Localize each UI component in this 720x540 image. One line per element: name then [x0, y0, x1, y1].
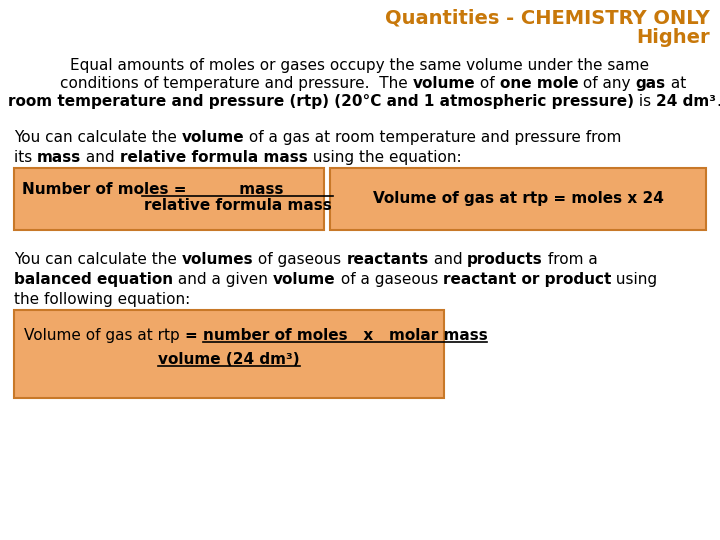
Text: conditions of temperature and pressure.  The: conditions of temperature and pressure. …	[60, 76, 413, 91]
Text: gas: gas	[636, 76, 666, 91]
Text: one mole: one mole	[500, 76, 578, 91]
Text: of gaseous: of gaseous	[253, 252, 346, 267]
Text: at: at	[666, 76, 686, 91]
Text: Quantities - CHEMISTRY ONLY: Quantities - CHEMISTRY ONLY	[385, 8, 710, 27]
Text: and: and	[81, 150, 120, 165]
Text: volume: volume	[181, 130, 244, 145]
Text: using: using	[611, 272, 657, 287]
Text: volume: volume	[413, 76, 475, 91]
Text: from a: from a	[543, 252, 598, 267]
Text: volumes: volumes	[181, 252, 253, 267]
Text: mass: mass	[37, 150, 81, 165]
Text: Volume of gas at rtp: Volume of gas at rtp	[24, 328, 184, 343]
FancyBboxPatch shape	[14, 168, 324, 230]
Text: relative formula mass: relative formula mass	[120, 150, 307, 165]
Text: 24 dm³: 24 dm³	[656, 94, 716, 109]
Text: reactant or product: reactant or product	[443, 272, 611, 287]
Text: is: is	[634, 94, 656, 109]
Text: and a given: and a given	[173, 272, 273, 287]
FancyBboxPatch shape	[330, 168, 706, 230]
Text: room temperature and pressure (rtp) (20°C and 1 atmospheric pressure): room temperature and pressure (rtp) (20°…	[8, 94, 634, 109]
Text: volume: volume	[273, 272, 336, 287]
Text: the following equation:: the following equation:	[14, 292, 190, 307]
Text: .: .	[716, 94, 720, 109]
Text: and: and	[428, 252, 467, 267]
Text: You can calculate the: You can calculate the	[14, 252, 181, 267]
Text: of: of	[475, 76, 500, 91]
Text: Equal amounts of moles or gases occupy the same volume under the same: Equal amounts of moles or gases occupy t…	[71, 58, 649, 73]
Text: relative formula mass: relative formula mass	[143, 198, 331, 213]
Text: You can calculate the: You can calculate the	[14, 130, 181, 145]
Text: mass: mass	[192, 182, 283, 197]
Text: reactants: reactants	[346, 252, 428, 267]
Text: its: its	[14, 150, 37, 165]
Text: using the equation:: using the equation:	[307, 150, 462, 165]
Text: Volume of gas at rtp = moles x 24: Volume of gas at rtp = moles x 24	[372, 192, 663, 206]
Text: balanced equation: balanced equation	[14, 272, 173, 287]
Text: of a gas at room temperature and pressure from: of a gas at room temperature and pressur…	[244, 130, 622, 145]
Text: of a gaseous: of a gaseous	[336, 272, 443, 287]
FancyBboxPatch shape	[14, 310, 444, 398]
Text: = number of moles   x   molar mass: = number of moles x molar mass	[184, 328, 487, 343]
Text: Number of moles =: Number of moles =	[22, 182, 192, 197]
Text: volume (24 dm³): volume (24 dm³)	[158, 352, 300, 367]
Text: products: products	[467, 252, 543, 267]
Text: Higher: Higher	[636, 28, 710, 47]
Text: of any: of any	[578, 76, 636, 91]
